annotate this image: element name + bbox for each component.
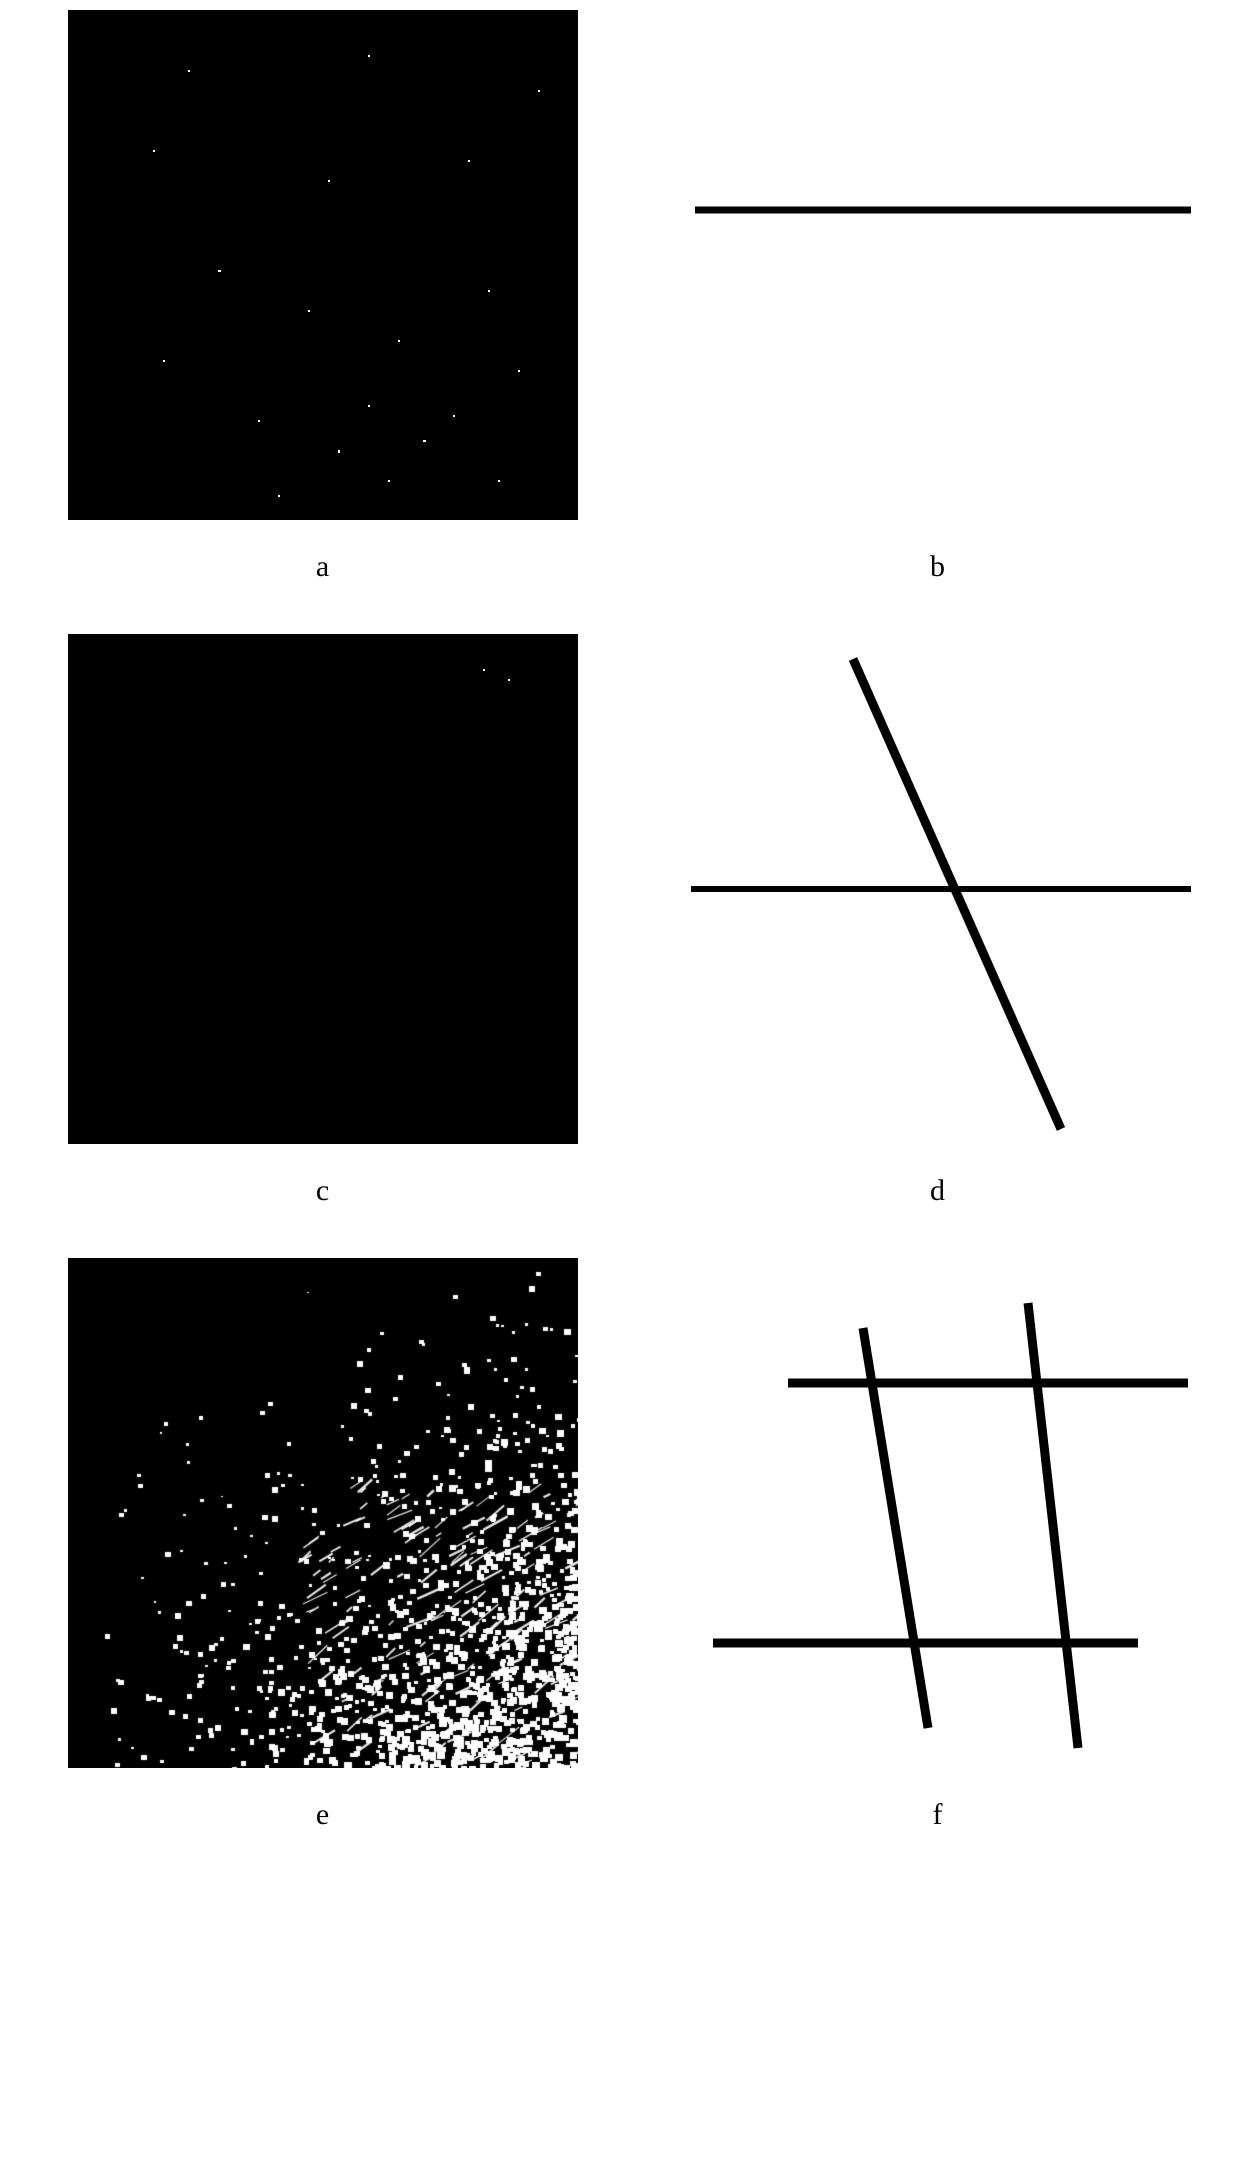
panel-e-canvas (68, 1258, 578, 1768)
panel-f-svg (683, 1258, 1193, 1768)
panel-b (683, 10, 1193, 520)
panel-d-cell: d (675, 634, 1200, 1258)
panel-f-cell: f (675, 1258, 1200, 1882)
panel-c (68, 634, 578, 1144)
figure-page: a b c d e (0, 0, 1240, 1922)
panel-c-cell: c (60, 634, 585, 1258)
panel-a (68, 10, 578, 520)
panel-f (683, 1258, 1193, 1768)
figure-grid: a b c d e (60, 10, 1200, 1882)
panel-d-svg (683, 634, 1193, 1144)
panel-b-svg (683, 10, 1193, 520)
panel-f-caption: f (933, 1798, 943, 1832)
panel-e (68, 1258, 578, 1768)
panel-a-cell: a (60, 10, 585, 634)
panel-a-caption: a (316, 550, 329, 584)
panel-b-caption: b (930, 550, 945, 584)
panel-e-caption: e (316, 1798, 329, 1832)
panel-d (683, 634, 1193, 1144)
panel-b-cell: b (675, 10, 1200, 634)
panel-e-cell: e (60, 1258, 585, 1882)
panel-d-caption: d (930, 1174, 945, 1208)
panel-c-caption: c (316, 1174, 329, 1208)
